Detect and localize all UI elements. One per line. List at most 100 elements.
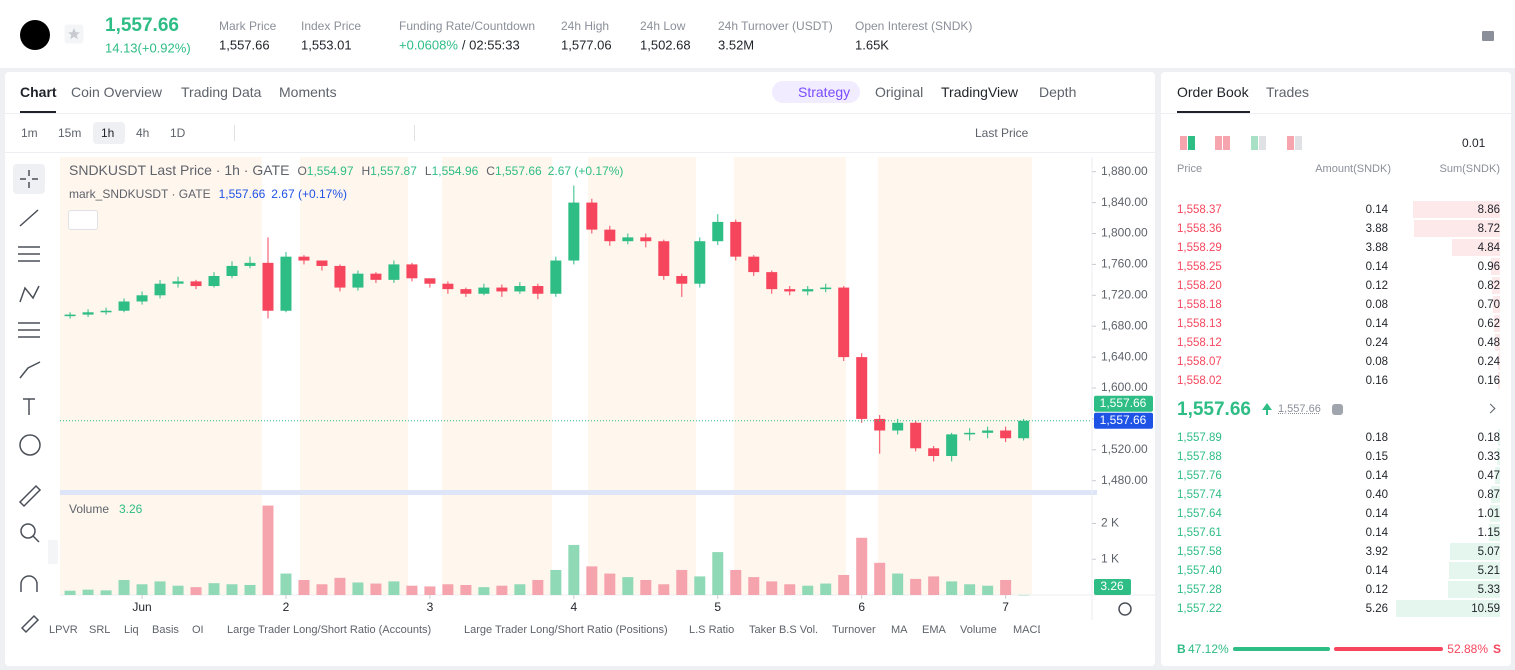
mark-icon: [1332, 404, 1343, 415]
book-amount: 3.92: [1365, 546, 1388, 558]
depth-bar: [1448, 562, 1500, 579]
book-price: 1,558.07: [1177, 356, 1222, 368]
stat-value: 1,553.01: [301, 38, 352, 53]
book-price: 1,558.02: [1177, 375, 1222, 387]
indicator-button[interactable]: Basis: [152, 624, 179, 636]
ohlc-value: 1,554.96: [431, 164, 479, 178]
book-price: 1,557.28: [1177, 584, 1222, 596]
favorite-star[interactable]: [64, 24, 84, 44]
indicator-button[interactable]: EMA: [922, 624, 946, 636]
tab-underline: [20, 111, 56, 113]
book-view-icon[interactable]: [1180, 136, 1187, 150]
book-sum: 5.33: [1477, 584, 1500, 596]
coin-logo: [20, 20, 50, 50]
depth-bar: [1447, 581, 1500, 598]
mark-legend: mark_SNDKUSDT · GATE 1,557.66 2.67 (+0.17%…: [69, 187, 347, 201]
interval-active-bg: [93, 122, 125, 144]
book-view-icon[interactable]: [1287, 136, 1294, 150]
indicator-button[interactable]: Taker B.S Vol.: [749, 624, 819, 636]
book-sum: 0.33: [1477, 451, 1500, 463]
chart-tab[interactable]: Chart: [20, 84, 57, 100]
mark-price: 1,557.66: [218, 187, 266, 201]
indicator-button[interactable]: OI: [192, 624, 204, 636]
book-view-icon[interactable]: [1251, 136, 1258, 150]
depth-bar: [1414, 220, 1500, 237]
indicator-button[interactable]: Liq: [124, 624, 139, 636]
indicator-button[interactable]: LPVR: [49, 624, 78, 636]
indicator-button[interactable]: MA: [891, 624, 908, 636]
sell-ratio: 52.88%: [1447, 642, 1488, 656]
depth-bar: [1488, 524, 1500, 541]
book-tab[interactable]: Order Book: [1177, 84, 1249, 100]
chart-tab[interactable]: Moments: [279, 84, 337, 100]
indicator-button[interactable]: MACD: [1013, 624, 1040, 636]
interval-button[interactable]: 15m: [58, 126, 82, 140]
interval-button[interactable]: 4h: [136, 126, 150, 140]
indicator-button[interactable]: Large Trader Long/Short Ratio (Accounts): [227, 624, 432, 636]
stat-label: Funding Rate/Countdown: [399, 19, 536, 33]
interval-button[interactable]: 1h: [101, 126, 115, 140]
up-arrow-stem: [1266, 409, 1268, 415]
book-sum: 4.84: [1477, 242, 1500, 254]
book-sum: 0.82: [1477, 280, 1500, 292]
depth-bar: [1496, 448, 1500, 465]
chart-tab[interactable]: Coin Overview: [71, 84, 163, 100]
indicator-button[interactable]: Volume: [960, 624, 997, 636]
menu-icon[interactable]: [1480, 28, 1496, 44]
indicator-button[interactable]: SRL: [89, 624, 111, 636]
book-amount: 0.12: [1365, 280, 1388, 292]
price-legend: SNDKUSDT Last Price · 1h · GATE O1,554.97…: [69, 162, 623, 178]
book-view-icon[interactable]: [1188, 136, 1195, 150]
book-amount: 0.12: [1365, 584, 1388, 596]
sell-label: S: [1492, 642, 1501, 656]
sell-bar: [1333, 647, 1443, 651]
price-source-select[interactable]: Last Price: [975, 126, 1029, 140]
depth-bar: [1498, 372, 1500, 389]
ohlc-key: O: [297, 164, 307, 178]
book-amount: 0.14: [1365, 204, 1388, 216]
stat-label: Index Price: [301, 19, 362, 33]
book-price: 1,557.64: [1177, 508, 1222, 520]
view-tab[interactable]: Strategy: [798, 84, 851, 100]
ohlc-key: H: [361, 164, 371, 178]
book-amount: 0.08: [1365, 299, 1388, 311]
book-sum: 0.96: [1477, 261, 1500, 273]
precision-select[interactable]: 0.01: [1462, 136, 1486, 150]
book-view-icon[interactable]: [1295, 136, 1302, 150]
stat-label: 24h Low: [640, 19, 686, 33]
book-amount: 0.18: [1365, 432, 1388, 444]
legend-title: SNDKUSDT Last Price · 1h · GATE: [69, 162, 290, 178]
last-price: 1,557.66: [105, 15, 179, 36]
book-tab[interactable]: Trades: [1266, 84, 1310, 100]
book-sum: 0.47: [1477, 470, 1500, 482]
book-sum: 0.48: [1477, 337, 1500, 349]
indicator-button[interactable]: Turnover: [832, 624, 876, 636]
indicator-button[interactable]: L.S Ratio: [689, 624, 735, 636]
tab-underline: [1177, 111, 1250, 113]
book-amount: 0.14: [1365, 508, 1388, 520]
book-view-icon[interactable]: [1223, 136, 1230, 150]
book-view-icon[interactable]: [1215, 136, 1222, 150]
book-price: 1,557.74: [1177, 489, 1222, 501]
depth-bar: [1490, 505, 1500, 522]
legend-collapse[interactable]: [68, 210, 98, 230]
book-price: 1,557.61: [1177, 527, 1222, 539]
book-amount: 5.26: [1365, 603, 1388, 615]
view-tab[interactable]: TradingView: [941, 84, 1019, 100]
strategy-pill[interactable]: [772, 81, 860, 103]
book-view-icon[interactable]: [1259, 136, 1266, 150]
stat-value: 1,577.06: [561, 38, 612, 53]
chart-tab[interactable]: Trading Data: [181, 84, 262, 100]
depth-bar: [1493, 315, 1500, 332]
price-change: 14.13(+0.92%): [105, 40, 191, 56]
interval-button[interactable]: 1D: [170, 126, 186, 140]
stat-value-text: 1,577.06: [561, 37, 612, 53]
interval-button[interactable]: 1m: [21, 126, 38, 140]
indicator-button[interactable]: Large Trader Long/Short Ratio (Positions…: [464, 624, 668, 636]
book-sum: 1.15: [1477, 527, 1500, 539]
up-arrow: [1262, 403, 1272, 410]
view-tab[interactable]: Depth: [1039, 84, 1077, 100]
depth-bar: [1412, 201, 1500, 218]
book-amount: 0.14: [1365, 527, 1388, 539]
view-tab[interactable]: Original: [875, 84, 924, 100]
